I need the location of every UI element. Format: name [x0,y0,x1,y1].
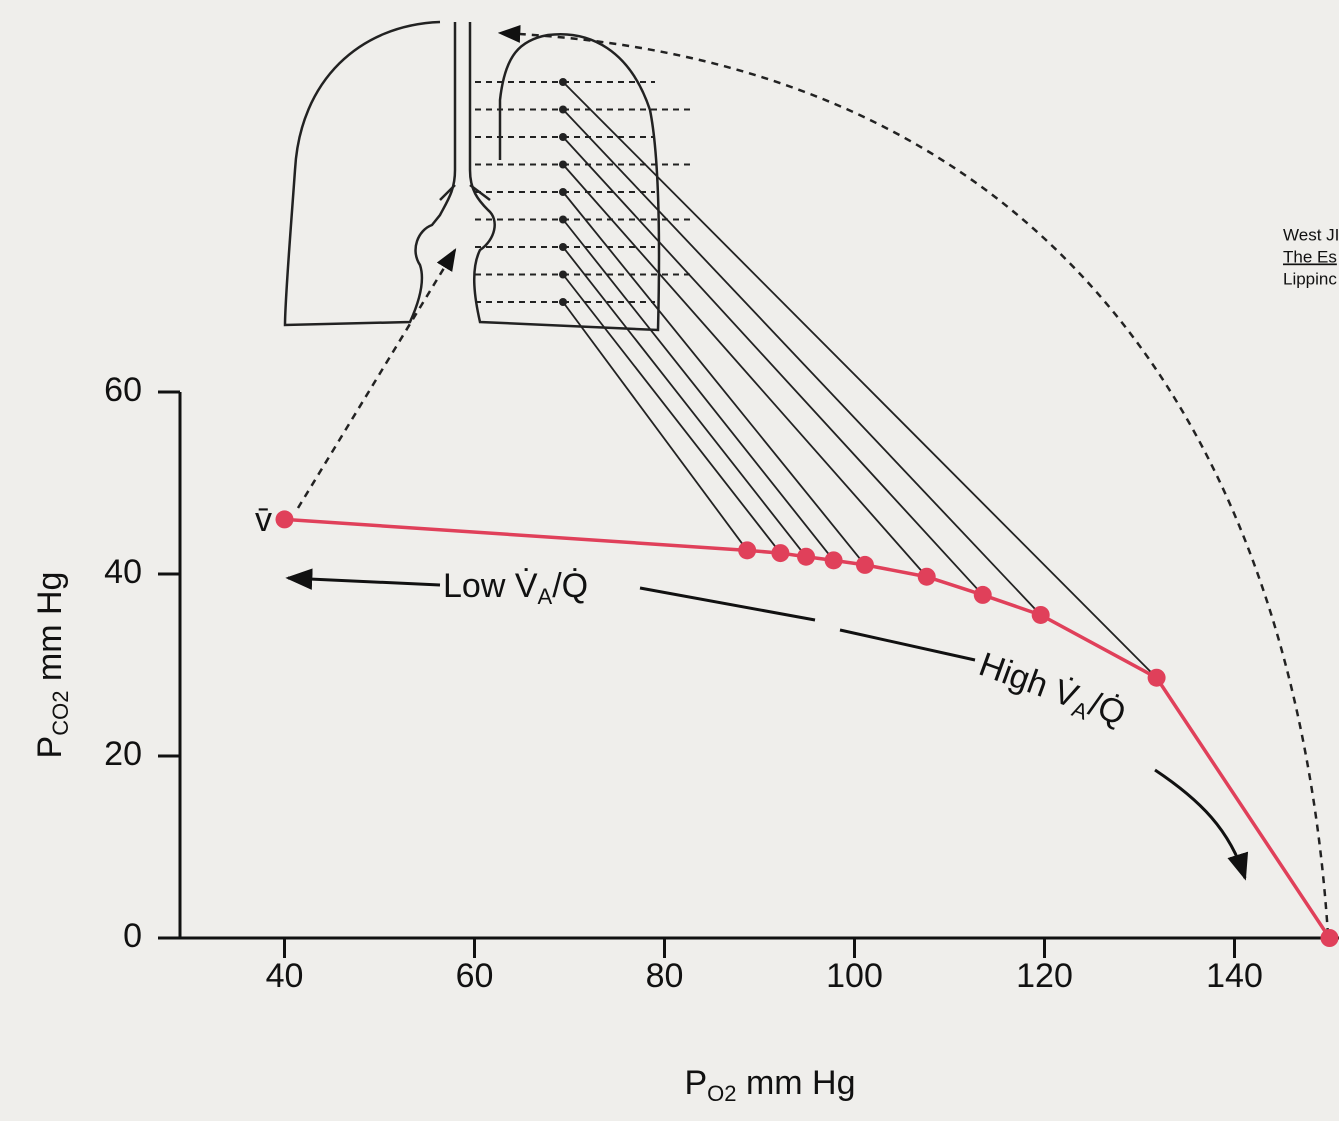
point [824,551,843,570]
label-part: A [538,584,553,609]
x-tick-label: 140 [1206,957,1263,995]
x-tick-label: 60 [456,957,494,995]
x-tick-label: 80 [646,957,684,995]
connector [562,81,1158,679]
mixed-venous-label: v̄ [255,501,272,539]
x-tick-label: 40 [266,957,304,995]
low-arrow [285,568,441,590]
label-part: CO2 [48,691,73,736]
x-tick-label: 120 [1016,957,1073,995]
ideal-curve [497,24,1330,936]
low-label: Low V̇A/Q̇ [443,567,588,609]
lung-dot [559,298,567,306]
connector [562,163,928,578]
y-tick-label: 60 [104,371,142,409]
low-tail [639,586,816,622]
citation: The Es [1283,247,1337,266]
citation: West JI [1283,225,1339,244]
lung-dot [559,105,567,114]
point [973,585,992,604]
point [771,544,790,563]
label-part: O2 [707,1081,736,1106]
connector [562,246,807,558]
point [738,541,757,560]
point [1031,605,1050,624]
connector [562,191,866,566]
lung-dot [559,78,567,86]
connector [562,301,748,551]
y-tick-label: 40 [104,553,142,591]
lung-diagram [283,20,661,332]
venous-arrow [296,248,457,509]
x-axis-label: PO2 mm Hg [684,1064,855,1106]
svg-text:PCO2 mm Hg: PCO2 mm Hg [31,572,73,759]
label-part: mm Hg [737,1064,856,1102]
lung-dashes [475,81,695,303]
lung-dot [559,188,567,196]
label-part: High V̇ [974,645,1083,716]
lung-dot [559,215,567,224]
connector [562,136,984,596]
point [1147,668,1166,687]
label-part: /Q̇ [1084,685,1131,733]
lung-dot [559,160,567,169]
curve [284,517,1331,939]
point [855,555,874,574]
high-lead [839,628,976,662]
citation: Lippinc [1283,269,1337,288]
y-tick-label: 20 [104,735,142,773]
label-part: mm Hg [31,572,69,691]
connector [562,273,782,554]
high-label: High V̇A/Q̇ [973,645,1131,737]
label-part: P [31,736,69,759]
point [797,547,816,566]
high-arrow [1154,768,1249,881]
label-part: Low V̇ [443,567,538,605]
label-part: /Q̇ [552,567,588,605]
connector [562,108,1042,616]
x-tick-label: 100 [826,957,883,995]
lung-dot [559,243,567,251]
point [1320,929,1339,947]
y-tick-label: 0 [123,917,142,955]
point [275,510,294,529]
point [917,567,936,586]
lung-dot [559,270,567,279]
connector [562,218,835,561]
lung-dot [559,133,567,141]
y-axis-label: PCO2 mm Hg [31,572,73,759]
label-part: P [684,1064,707,1102]
